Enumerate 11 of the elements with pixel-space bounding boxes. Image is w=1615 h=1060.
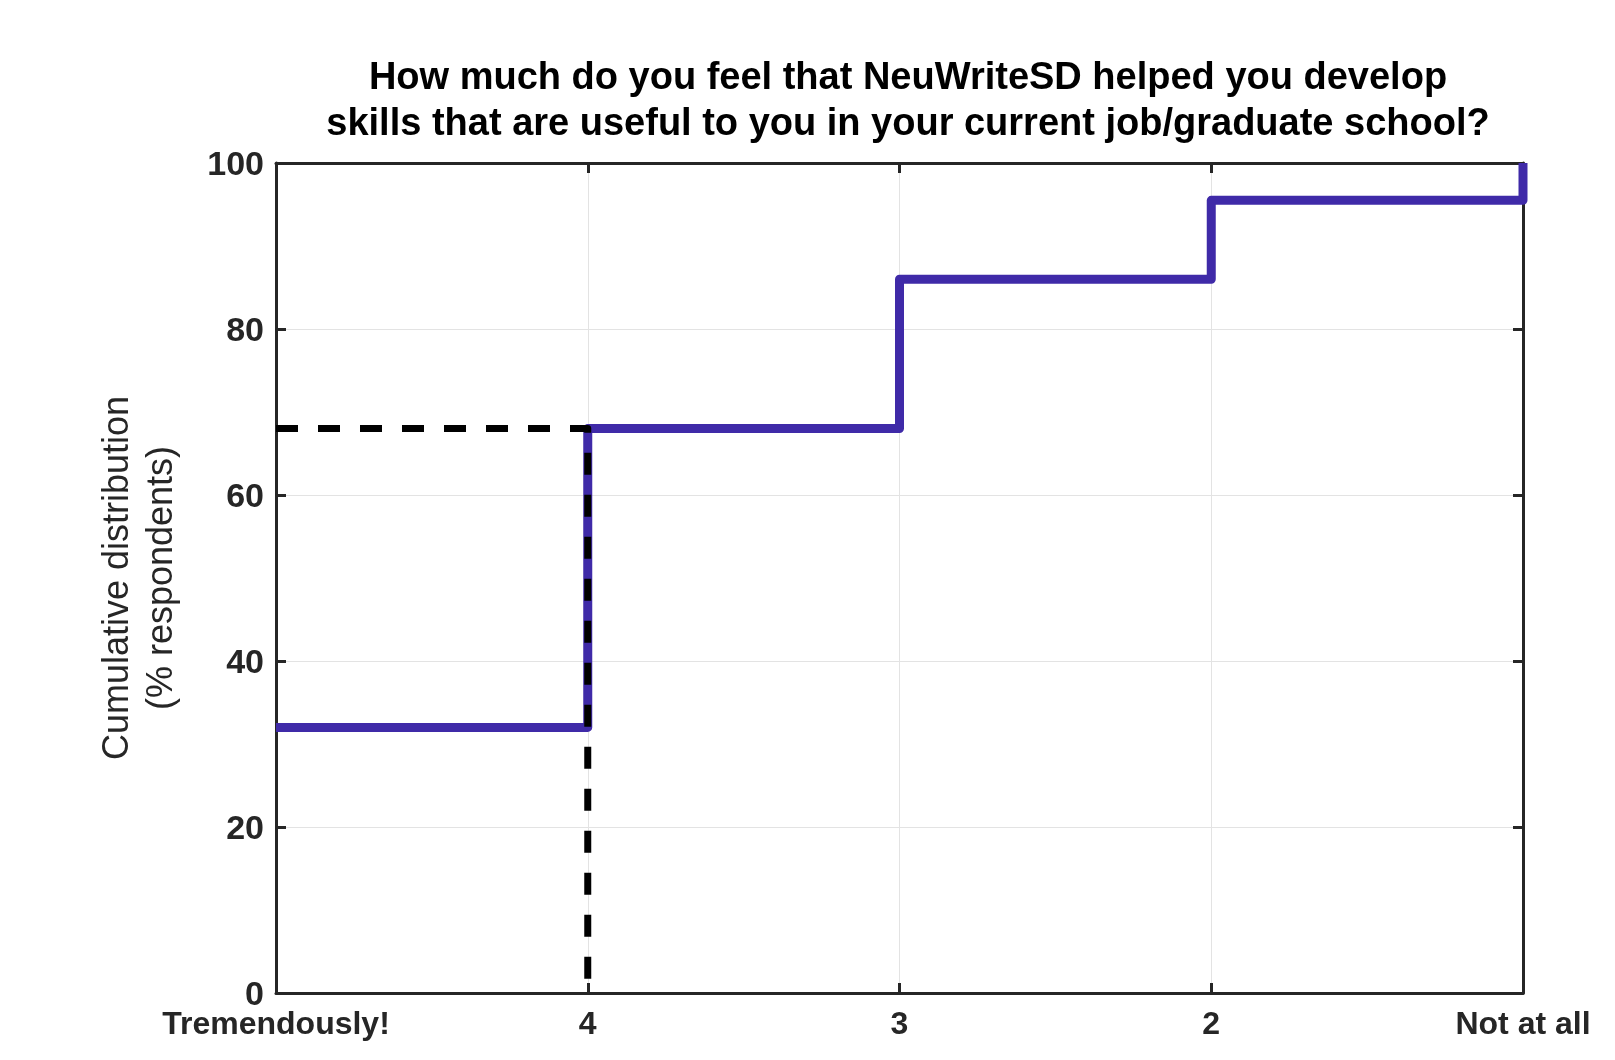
x-tick-label: 2 bbox=[1202, 1005, 1221, 1041]
x-tick-label: 3 bbox=[890, 1005, 909, 1041]
chart-title: How much do you feel that NeuWriteSD helped you develop skills that are useful to you in your current job/graduate school? bbox=[326, 55, 1490, 143]
y-tick-label: 20 bbox=[226, 808, 264, 846]
x-tick-label: 4 bbox=[578, 1005, 597, 1041]
y-tick-label: 80 bbox=[226, 310, 264, 348]
y-tick-label: 40 bbox=[226, 642, 264, 680]
y-tick-label: 100 bbox=[207, 144, 264, 182]
y-axis-title: Cumulative distribution (% respondents) bbox=[94, 395, 180, 761]
x-tick-label: Not at all bbox=[1455, 1005, 1591, 1041]
y-tick-label: 60 bbox=[226, 476, 264, 514]
